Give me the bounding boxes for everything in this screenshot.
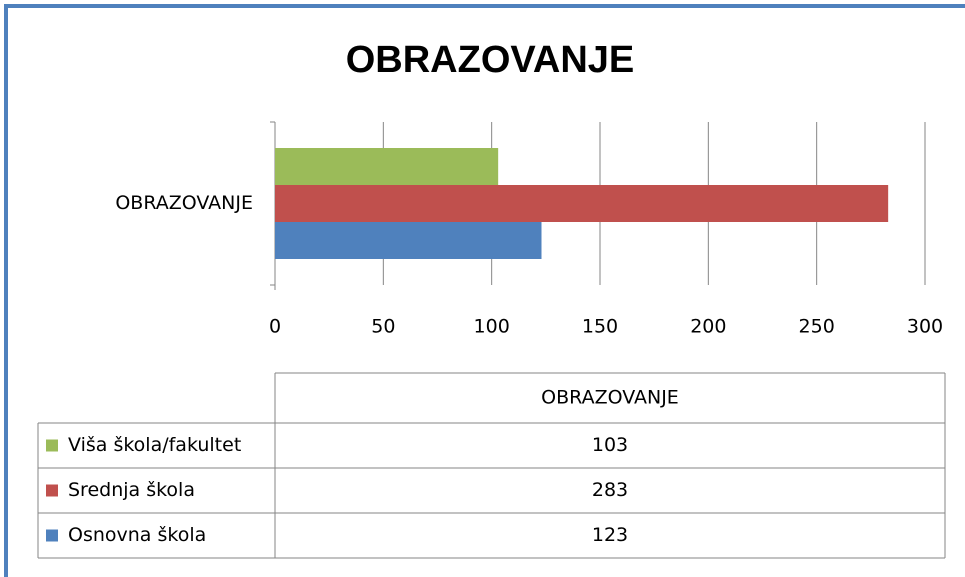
x-tick-label: 100 [474, 316, 510, 338]
legend-label: Viša škola/fakultet [68, 434, 241, 456]
x-tick-label: 250 [799, 316, 835, 338]
x-tick-label: 200 [690, 316, 726, 338]
table-value: 123 [592, 524, 628, 546]
x-tick-label: 0 [269, 316, 281, 338]
legend-label: Srednja škola [68, 479, 195, 501]
legend-label: Osnovna škola [68, 524, 206, 546]
table-header: OBRAZOVANJE [541, 387, 679, 409]
table-value: 103 [592, 434, 628, 456]
bar [275, 185, 889, 222]
x-tick-label: 50 [371, 316, 395, 338]
x-tick-label: 300 [907, 316, 943, 338]
legend-swatch [46, 484, 58, 497]
bar [275, 222, 542, 259]
legend-swatch [46, 529, 58, 542]
legend-swatch [46, 439, 58, 452]
x-tick-label: 150 [582, 316, 618, 338]
chart-title: OBRAZOVANJE [346, 39, 635, 81]
bar [275, 148, 499, 185]
frame [4, 4, 965, 577]
y-tick-label: OBRAZOVANJE [115, 192, 253, 214]
table-value: 283 [592, 479, 628, 501]
